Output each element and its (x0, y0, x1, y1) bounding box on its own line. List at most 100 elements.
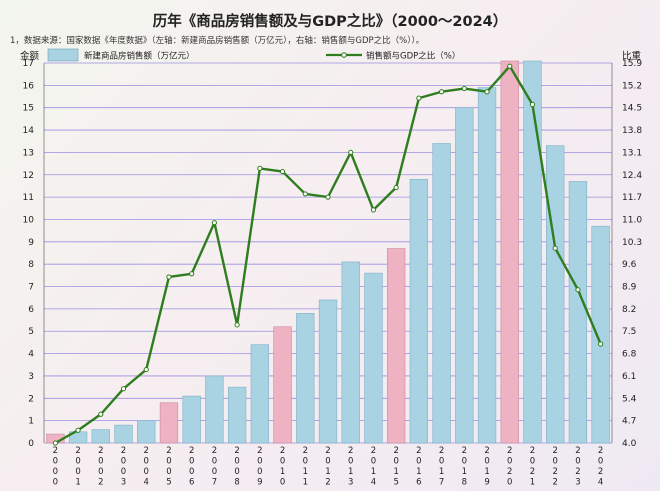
bar (409, 178, 429, 444)
bar (273, 326, 292, 444)
ratio-point (234, 322, 240, 328)
left-tick-label: 4 (28, 350, 34, 360)
ratio-point (552, 245, 558, 251)
bar (205, 375, 224, 444)
right-tick-label: 14.5 (622, 104, 642, 114)
bar (591, 225, 610, 444)
ratio-point (189, 271, 195, 277)
ratio-point (143, 366, 149, 373)
left-tick-label: 5 (28, 327, 34, 337)
right-tick-label: 11.0 (622, 215, 642, 225)
line-series (52, 63, 604, 446)
right-tick-label: 13.8 (622, 126, 642, 136)
right-tick-label: 11.7 (622, 193, 642, 203)
legend: 新建商品房销售额（万亿元） 销售额与GDP之比（%） (47, 48, 460, 62)
ratio-point (120, 386, 127, 392)
ratio-point (98, 411, 104, 417)
right-tick-label: 9.6 (622, 260, 637, 270)
ratio-point (211, 220, 217, 226)
ratio-point (348, 149, 354, 156)
right-tick-label: 6.8 (622, 350, 637, 360)
right-tick-label: 4.7 (622, 417, 636, 427)
left-tick-label: 17 (23, 59, 34, 69)
legend-line-marker (341, 52, 347, 58)
bar (546, 145, 565, 444)
left-tick-label: 9 (28, 238, 34, 248)
chart-title: 历年《商品房销售额及与GDP之比》（2000～2024） (153, 12, 508, 30)
ratio-point (529, 101, 536, 108)
ratio-point (75, 427, 81, 433)
bar (296, 313, 315, 444)
left-tick-label: 8 (28, 260, 34, 270)
right-tick-label: 6.1 (622, 372, 636, 382)
left-tick-label: 3 (28, 372, 34, 382)
left-tick-label: 15 (23, 104, 34, 114)
bar (500, 60, 519, 444)
left-tick-label: 11 (23, 193, 34, 203)
bar (159, 402, 179, 444)
ratio-point (370, 207, 377, 213)
bar (386, 248, 406, 444)
left-tick-label: 0 (28, 439, 34, 449)
bar (364, 272, 383, 444)
legend-line-label: 销售额与GDP之比（%） (366, 51, 460, 62)
ratio-point (575, 287, 581, 293)
bar (114, 424, 133, 444)
left-tick-label: 2 (28, 394, 34, 404)
left-tick-label: 14 (23, 126, 35, 136)
right-tick-label: 13.1 (622, 148, 642, 158)
bar (137, 420, 156, 444)
ratio-point (507, 63, 513, 69)
left-tick-label: 12 (23, 171, 34, 181)
left-tick-label: 6 (28, 305, 34, 315)
left-tick-label: 1 (28, 417, 34, 427)
bar (91, 429, 110, 444)
bar (227, 386, 247, 444)
ratio-point (598, 341, 604, 347)
right-tick-label: 10.3 (622, 238, 642, 248)
right-tick-label: 8.2 (622, 305, 636, 315)
right-tick-label: 8.9 (622, 283, 637, 293)
ratio-point (484, 89, 490, 95)
bar (341, 261, 360, 444)
legend-bar-swatch (47, 48, 79, 62)
right-tick-label: 4.0 (622, 439, 637, 449)
right-tick-label: 15.2 (622, 81, 642, 91)
bar-series (46, 60, 610, 444)
bar (455, 107, 474, 444)
ratio-point (52, 440, 58, 446)
bar (182, 395, 201, 444)
left-tick-label: 10 (23, 215, 35, 225)
ratio-point (325, 194, 331, 200)
right-axis: 4.0 4.7 5.4 6.1 6.8 7.5 8.2 8.9 9.6 10.3 11.0 11.7 1… (622, 59, 642, 449)
bar (318, 299, 338, 444)
chart-subtitle: 1，数据来源：国家数据《年度数据》（左轴：新建商品房销售额（万亿元），右轴：销售… (10, 35, 424, 46)
left-axis-title: 金额 (20, 50, 40, 62)
bar (477, 87, 497, 444)
left-tick-label: 16 (23, 81, 35, 91)
ratio-point (461, 85, 467, 92)
legend-bar-label: 新建商品房销售额（万亿元） (84, 51, 195, 62)
